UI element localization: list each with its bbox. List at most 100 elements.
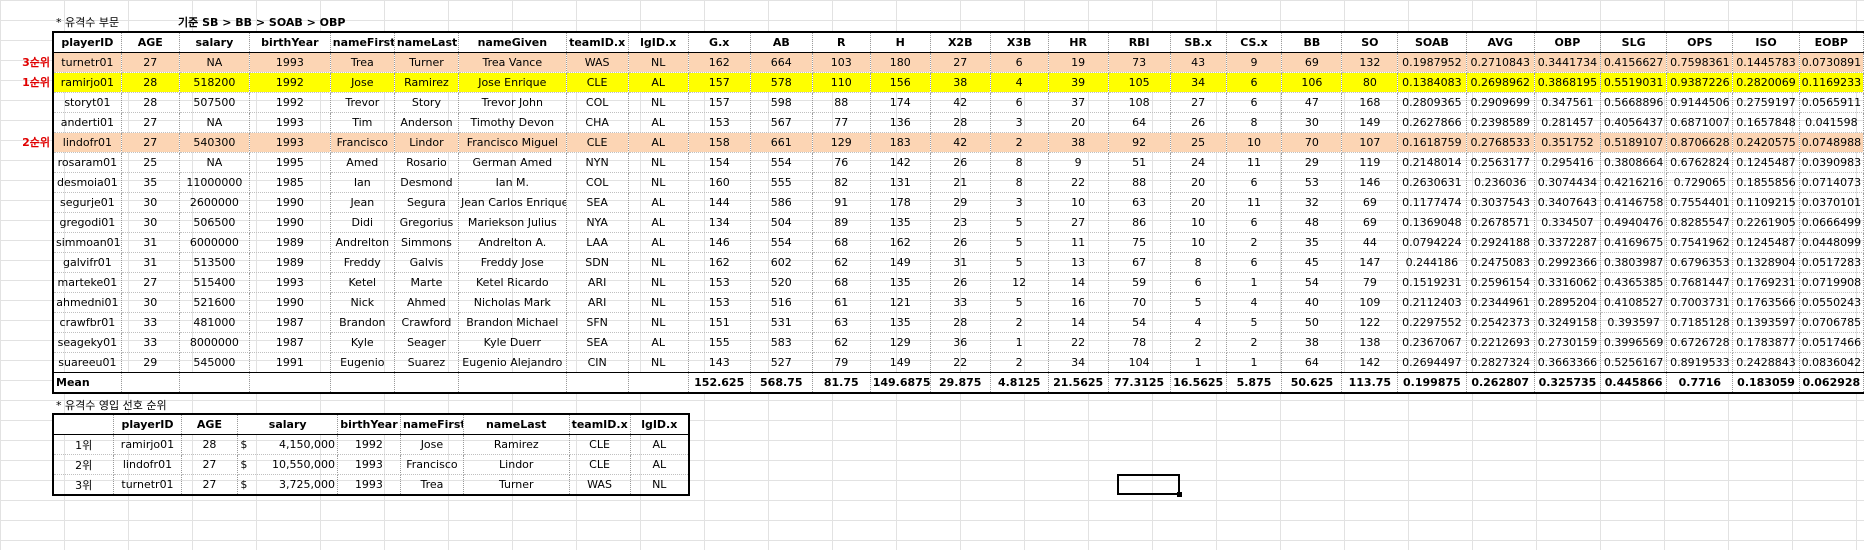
table-cell[interactable]: ARI — [566, 292, 629, 313]
table-cell[interactable]: 135 — [870, 272, 931, 293]
table-cell[interactable]: 154 — [688, 152, 751, 173]
table-cell[interactable]: 0.2344961 — [1466, 292, 1535, 313]
table-cell[interactable]: 507500 — [179, 92, 251, 113]
table-cell[interactable]: 0.729065 — [1666, 172, 1734, 193]
table-cell[interactable]: AL — [628, 232, 689, 253]
table-cell[interactable]: 6000000 — [179, 232, 251, 253]
table-cell[interactable]: 1989 — [249, 232, 331, 253]
table-cell[interactable]: 29 — [121, 352, 180, 373]
table-cell[interactable]: 527 — [750, 352, 813, 373]
mean-cell[interactable] — [458, 372, 567, 394]
table-cell[interactable]: 0.3372287 — [1534, 232, 1602, 253]
table-cell[interactable]: Desmond — [394, 172, 460, 193]
table-cell[interactable]: 504 — [750, 212, 813, 233]
pref-age[interactable]: 27 — [181, 454, 239, 475]
table-cell[interactable]: AL — [628, 192, 689, 213]
table-cell[interactable]: 0.3663366 — [1534, 352, 1602, 373]
table-cell[interactable]: 0.0836042 — [1799, 352, 1864, 373]
table-cell[interactable]: AL — [628, 72, 689, 93]
table-cell[interactable]: 27 — [121, 132, 180, 153]
table-cell[interactable]: 0.8285547 — [1666, 212, 1734, 233]
table-cell[interactable]: 6 — [1226, 212, 1283, 233]
table-cell[interactable]: 0.4216216 — [1600, 172, 1668, 193]
table-cell[interactable]: turnetr01 — [51, 52, 122, 73]
table-cell[interactable]: 0.9144506 — [1666, 92, 1734, 113]
table-cell[interactable]: 8 — [990, 172, 1049, 193]
table-cell[interactable]: 1990 — [249, 192, 331, 213]
table-cell[interactable]: 54 — [1281, 272, 1343, 293]
mean-cell[interactable] — [394, 372, 460, 394]
column-header-soab[interactable]: SOAB — [1397, 31, 1467, 53]
table-cell[interactable]: 0.7681447 — [1666, 272, 1734, 293]
table-cell[interactable]: 0.0390983 — [1799, 152, 1864, 173]
table-cell[interactable]: SDN — [566, 252, 629, 273]
table-cell[interactable]: 0.1519231 — [1397, 272, 1467, 293]
mean-cell[interactable]: 4.8125 — [990, 372, 1049, 394]
table-cell[interactable]: 4 — [1170, 312, 1227, 333]
table-cell[interactable]: 6 — [1226, 172, 1283, 193]
table-cell[interactable]: 10 — [1226, 132, 1283, 153]
table-cell[interactable]: 33 — [121, 312, 180, 333]
table-cell[interactable]: 1993 — [249, 132, 331, 153]
table-cell[interactable]: 129 — [870, 332, 931, 353]
table-cell[interactable]: 2 — [990, 132, 1049, 153]
table-cell[interactable]: 5 — [990, 232, 1049, 253]
table-cell[interactable]: 78 — [1108, 332, 1171, 353]
table-cell[interactable]: 1995 — [249, 152, 331, 173]
column-header-lgid-x[interactable]: lgID.x — [628, 31, 689, 53]
pref-salary[interactable]: $10,550,000 — [237, 454, 338, 475]
table-cell[interactable]: 149 — [870, 252, 931, 273]
table-cell[interactable]: 1990 — [249, 212, 331, 233]
table-cell[interactable]: 0.0517283 — [1799, 252, 1864, 273]
table-cell[interactable]: 62 — [812, 252, 871, 273]
column-header-playerid[interactable]: playerID — [51, 31, 122, 53]
table-cell[interactable]: 0.334507 — [1534, 212, 1602, 233]
table-cell[interactable]: 0.0370101 — [1799, 192, 1864, 213]
table-cell[interactable]: 146 — [1341, 172, 1399, 193]
table-cell[interactable]: 157 — [688, 92, 751, 113]
table-cell[interactable]: 69 — [1341, 212, 1399, 233]
table-cell[interactable]: 31 — [930, 252, 991, 273]
table-cell[interactable]: 0.6871007 — [1666, 112, 1734, 133]
column-header-g-x[interactable]: G.x — [688, 31, 751, 53]
table-cell[interactable]: Story — [394, 92, 460, 113]
table-cell[interactable]: 8 — [990, 152, 1049, 173]
table-cell[interactable]: 0.2809365 — [1397, 92, 1467, 113]
table-cell[interactable]: 153 — [688, 292, 751, 313]
table-cell[interactable]: 0.1369048 — [1397, 212, 1467, 233]
table-cell[interactable]: CHA — [566, 112, 629, 133]
table-cell[interactable]: 178 — [870, 192, 931, 213]
table-cell[interactable]: Ramirez — [394, 72, 460, 93]
table-cell[interactable]: 89 — [812, 212, 871, 233]
table-cell[interactable]: 21 — [930, 172, 991, 193]
table-cell[interactable]: 22 — [930, 352, 991, 373]
table-cell[interactable]: 0.2475083 — [1466, 252, 1535, 273]
table-cell[interactable]: 147 — [1341, 252, 1399, 273]
mean-label[interactable]: Mean — [51, 372, 122, 394]
table-cell[interactable]: NL — [628, 152, 689, 173]
table-cell[interactable]: 0.2924188 — [1466, 232, 1535, 253]
table-cell[interactable]: 20 — [1170, 172, 1227, 193]
table-cell[interactable]: suareeu01 — [51, 352, 122, 373]
table-cell[interactable]: 0.3037543 — [1466, 192, 1535, 213]
table-cell[interactable]: 64 — [1108, 112, 1171, 133]
table-cell[interactable]: 6 — [1170, 272, 1227, 293]
table-cell[interactable]: 0.2542373 — [1466, 312, 1535, 333]
column-header-salary[interactable]: salary — [179, 31, 251, 53]
table-cell[interactable]: 10 — [1048, 192, 1109, 213]
table-cell[interactable]: 0.5668896 — [1600, 92, 1668, 113]
table-cell[interactable]: 0.041598 — [1799, 112, 1864, 133]
column-header-ab[interactable]: AB — [750, 31, 813, 53]
table-cell[interactable]: Freddy — [330, 252, 395, 273]
column-header-rbi[interactable]: RBI — [1108, 31, 1171, 53]
mean-cell[interactable]: 152.625 — [688, 372, 751, 394]
table-cell[interactable]: 61 — [812, 292, 871, 313]
table-cell[interactable]: 0.3249158 — [1534, 312, 1602, 333]
table-cell[interactable]: 0.2367067 — [1397, 332, 1467, 353]
table-cell[interactable]: 63 — [1108, 192, 1171, 213]
table-cell[interactable]: 24 — [1170, 152, 1227, 173]
table-cell[interactable]: AL — [628, 212, 689, 233]
table-cell[interactable]: Ketel — [330, 272, 395, 293]
table-cell[interactable]: Marte — [394, 272, 460, 293]
table-cell[interactable]: 6 — [1226, 252, 1283, 273]
